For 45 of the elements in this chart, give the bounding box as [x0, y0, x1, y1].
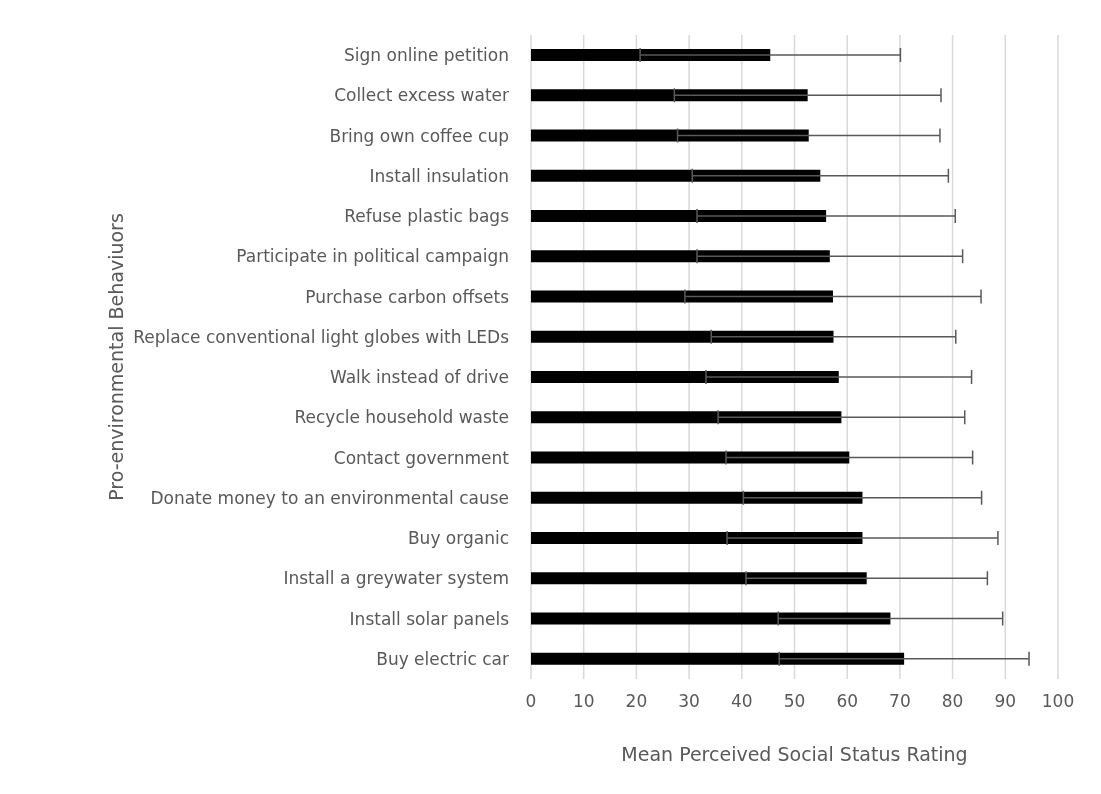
x-axis-title: Mean Perceived Social Status Rating: [621, 743, 968, 765]
bar: [531, 532, 863, 544]
y-tick-label: Collect excess water: [334, 85, 510, 106]
x-tick-label: 60: [836, 691, 859, 712]
y-tick-label: Walk instead of drive: [329, 367, 509, 388]
x-tick-label: 70: [889, 691, 911, 712]
bar: [531, 330, 834, 343]
y-tick-label: Buy electric car: [376, 648, 509, 669]
x-tick-label: 0: [525, 691, 537, 712]
y-tick-label: Contact government: [333, 447, 510, 468]
bar: [531, 250, 830, 263]
y-tick-label: Recycle household waste: [294, 407, 509, 428]
y-tick-label: Donate money to an environmental cause: [150, 487, 509, 508]
y-tick-label: Bring own coffee cup: [329, 125, 509, 146]
y-tick-label: Refuse plastic bags: [344, 206, 510, 227]
bar: [531, 169, 821, 182]
y-tick-label: Install a greywater system: [283, 568, 509, 589]
x-tick-label: 50: [783, 691, 806, 712]
x-tick-label: 80: [941, 691, 964, 712]
y-tick-label: Install insulation: [369, 165, 509, 186]
y-tick-label: Install solar panels: [349, 608, 510, 629]
bar: [531, 290, 833, 303]
x-tick-label: 20: [625, 691, 648, 712]
bar: [531, 652, 905, 665]
bar: [531, 210, 827, 222]
bar: [531, 491, 863, 504]
bar: [531, 129, 809, 142]
bar: [531, 451, 850, 464]
bar: [531, 89, 808, 102]
bar: [531, 371, 839, 383]
y-axis-title: Pro-environmental Behaviuors: [104, 213, 127, 501]
bar: [531, 612, 891, 625]
x-tick-label: 100: [1041, 691, 1075, 712]
x-tick-label: 90: [994, 691, 1017, 712]
bar: [531, 411, 842, 424]
y-tick-label: Participate in political campaign: [236, 246, 509, 267]
x-tick-label: 10: [572, 691, 595, 712]
y-tick-label: Buy organic: [407, 528, 509, 549]
x-tick-label: 40: [730, 691, 753, 712]
y-tick-label: Purchase carbon offsets: [305, 286, 510, 307]
bar: [531, 572, 867, 585]
y-tick-label: Sign online petition: [344, 45, 509, 66]
y-tick-label: Replace conventional light globes with LEDs: [133, 326, 510, 347]
bar: [531, 49, 771, 61]
x-tick-label: 30: [678, 691, 700, 712]
